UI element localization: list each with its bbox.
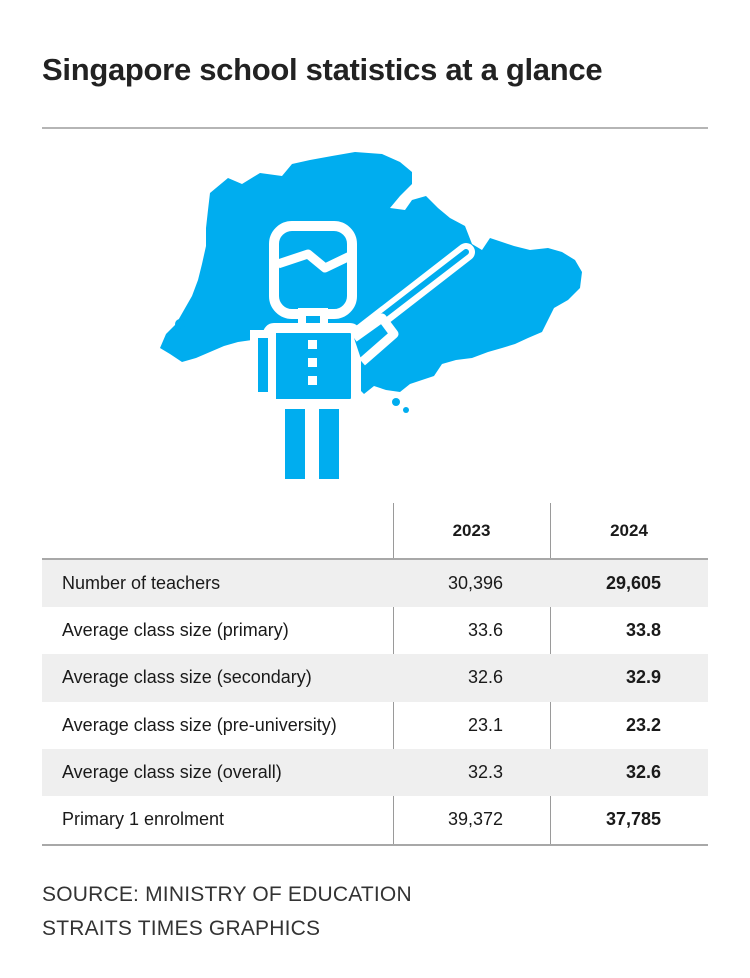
table-row: Average class size (pre-university) 23.1… (42, 702, 708, 749)
islet-icon (175, 319, 185, 329)
value-2023: 33.6 (467, 620, 503, 641)
table-bottom-divider (42, 844, 708, 846)
row-label: Primary 1 enrolment (62, 808, 225, 829)
table-row: Primary 1 enrolment 39,372 37,785 (42, 796, 708, 843)
row-label: Average class size (secondary) (62, 667, 312, 688)
column-header-2024: 2024 (610, 521, 648, 540)
source-line: SOURCE: MINISTRY OF EDUCATION (42, 883, 412, 906)
table-body: Number of teachers 30,396 29,605 Average… (42, 560, 708, 843)
value-2023: 23.1 (467, 714, 503, 735)
value-2024: 32.9 (625, 667, 661, 688)
statistics-table: 2023 2024 Number of teachers 30,396 29,6… (42, 503, 708, 846)
value-2024: 23.2 (625, 714, 661, 735)
value-2024: 32.6 (625, 761, 661, 782)
table-row: Average class size (overall) 32.3 32.6 (42, 748, 708, 796)
value-2024: 33.8 (625, 620, 661, 641)
table-row: Average class size (primary) 33.6 33.8 (42, 607, 708, 654)
row-label: Average class size (primary) (62, 620, 289, 641)
illustration (160, 152, 582, 489)
header-divider (42, 558, 708, 560)
value-2023: 32.6 (467, 667, 503, 688)
title-divider (42, 127, 708, 129)
page-title: Singapore school statistics at a glance (42, 52, 603, 87)
table-row: Number of teachers 30,396 29,605 (42, 560, 708, 608)
value-2024: 29,605 (605, 573, 661, 593)
credit-line: STRAITS TIMES GRAPHICS (42, 917, 321, 940)
column-header-2023: 2023 (452, 521, 491, 540)
teacher-with-pointer-icon (250, 221, 475, 489)
row-label: Average class size (overall) (62, 761, 282, 782)
row-label: Average class size (pre-university) (62, 714, 337, 735)
source-credit: SOURCE: MINISTRY OF EDUCATION STRAITS TI… (42, 878, 412, 946)
islet-icon (403, 407, 409, 413)
table-header: 2023 2024 (42, 503, 708, 558)
islet-icon (392, 398, 400, 406)
value-2024: 37,785 (605, 808, 661, 829)
value-2023: 32.3 (467, 761, 503, 782)
table-row: Average class size (secondary) 32.6 32.9 (42, 654, 708, 702)
value-2023: 39,372 (447, 808, 503, 829)
row-label: Number of teachers (62, 573, 221, 593)
value-2023: 30,396 (447, 573, 503, 593)
